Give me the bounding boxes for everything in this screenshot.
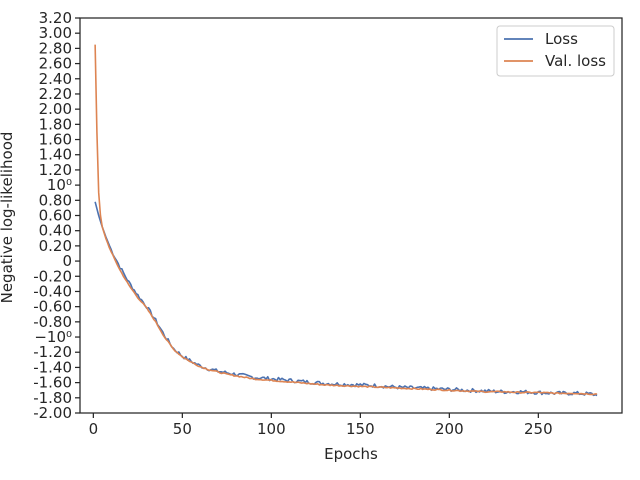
x-axis: 0 50 100 150 200 250 bbox=[89, 413, 553, 438]
y-tick-label: 2.00 bbox=[39, 100, 72, 118]
y-tick-label: 0.20 bbox=[39, 237, 72, 255]
legend-label: Loss bbox=[545, 30, 578, 48]
y-tick-label: 0.40 bbox=[39, 222, 72, 240]
x-tick-label: 100 bbox=[257, 420, 286, 438]
y-axis: -2.00-1.80-1.60-1.40-1.20−10⁰-0.80-0.60-… bbox=[33, 9, 80, 422]
y-tick-label: -1.20 bbox=[33, 343, 72, 361]
y-tick-label: 10⁰ bbox=[47, 176, 72, 194]
y-tick-label: 1.80 bbox=[39, 115, 72, 133]
y-tick-label: -0.40 bbox=[33, 282, 72, 300]
x-tick-label: 150 bbox=[346, 420, 375, 438]
y-tick-label: -0.60 bbox=[33, 298, 72, 316]
y-tick-label: 0 bbox=[62, 252, 72, 270]
y-tick-label: 2.80 bbox=[39, 39, 72, 57]
series-line-val-loss bbox=[94, 44, 598, 396]
series-line-loss bbox=[94, 201, 598, 397]
legend-label: Val. loss bbox=[545, 52, 606, 70]
y-tick-label: -1.60 bbox=[33, 374, 72, 392]
y-tick-label: 0.80 bbox=[39, 191, 72, 209]
y-tick-label: 1.60 bbox=[39, 131, 72, 149]
plot-area bbox=[94, 44, 598, 397]
plot-frame bbox=[79, 17, 623, 414]
y-tick-label: -1.40 bbox=[33, 358, 72, 376]
y-tick-label: 3.00 bbox=[39, 24, 72, 42]
x-tick-label: 0 bbox=[89, 420, 99, 438]
y-tick-label: −10⁰ bbox=[34, 328, 72, 346]
y-axis-label: Negative log-likelihood bbox=[0, 132, 16, 304]
x-tick-label: 200 bbox=[435, 420, 464, 438]
y-tick-label: 0.60 bbox=[39, 207, 72, 225]
y-tick-label: 2.60 bbox=[39, 55, 72, 73]
y-tick-label: 1.20 bbox=[39, 161, 72, 179]
y-tick-label: 3.20 bbox=[39, 9, 72, 27]
y-tick-label: -0.80 bbox=[33, 313, 72, 331]
y-tick-label: -0.20 bbox=[33, 267, 72, 285]
x-tick-label: 250 bbox=[524, 420, 553, 438]
legend: Loss Val. loss bbox=[496, 25, 615, 77]
y-tick-label: -2.00 bbox=[33, 404, 72, 422]
y-tick-label: -1.80 bbox=[33, 389, 72, 407]
y-tick-label: 2.20 bbox=[39, 85, 72, 103]
x-axis-label: Epochs bbox=[324, 445, 378, 463]
y-tick-label: 1.40 bbox=[39, 146, 72, 164]
x-tick-label: 50 bbox=[173, 420, 192, 438]
y-tick-label: 2.40 bbox=[39, 70, 72, 88]
